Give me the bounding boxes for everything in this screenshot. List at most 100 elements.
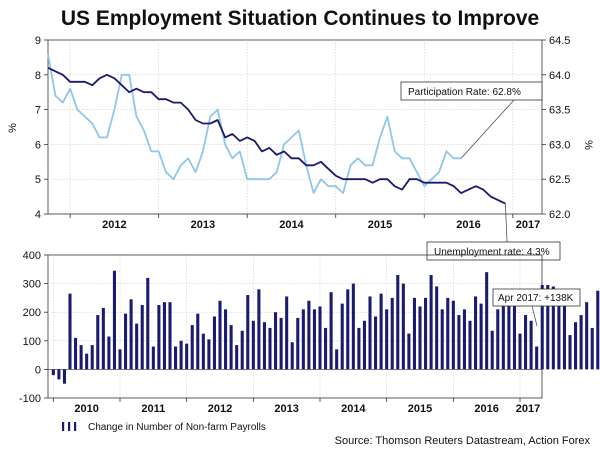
top-left-tick-label: 7 <box>35 105 41 117</box>
legend-swatch-bar <box>74 422 77 431</box>
payroll-bar <box>412 297 416 370</box>
payroll-bar <box>151 346 155 370</box>
payroll-bar <box>429 275 433 370</box>
payroll-bar <box>318 306 322 370</box>
payroll-bar <box>357 327 361 370</box>
legend-swatch <box>62 422 77 431</box>
unemployment-rate-line <box>47 66 506 205</box>
payroll-bar <box>568 335 572 370</box>
payroll-bar <box>218 300 222 370</box>
top-left-tick-label: 5 <box>35 174 41 186</box>
payroll-bar <box>124 313 128 370</box>
payroll-bar <box>307 300 311 370</box>
legend-swatch-bar <box>68 422 71 431</box>
payroll-bar <box>407 333 411 370</box>
top-left-tick-label: 4 <box>35 209 41 221</box>
payroll-bar <box>596 290 600 370</box>
payroll-bar <box>168 302 172 370</box>
payroll-bar <box>335 349 339 370</box>
unemployment-callout-label: Unemployment rate: 4.3% <box>434 247 550 258</box>
payroll-bar <box>368 296 372 370</box>
payroll-bar <box>418 306 422 370</box>
payroll-bar <box>201 333 205 370</box>
top-panel: 9 8 7 6 5 4 64.5 64.0 63.5 63.0 62.5 62.0 2012 2013… <box>7 35 594 261</box>
unemployment-callout-leader <box>505 203 508 243</box>
bottom-y-axis: 400 300 200 100 0 -100 <box>19 250 48 405</box>
payroll-bar <box>374 316 378 370</box>
payroll-bar <box>546 285 550 370</box>
bottom-x-tick-label: 2012 <box>208 403 232 415</box>
payroll-bar <box>140 305 144 370</box>
payroll-bar <box>440 309 444 370</box>
top-x-tick-label: 2012 <box>102 219 126 231</box>
payroll-bar <box>590 327 594 370</box>
top-x-tick-label: 2015 <box>368 219 392 231</box>
bottom-x-tick-label: 2017 <box>516 403 540 415</box>
bottom-x-tick-label: 2010 <box>74 403 98 415</box>
payroll-bar <box>340 303 344 370</box>
payroll-bar <box>351 283 355 370</box>
top-x-tick-label: 2016 <box>456 219 480 231</box>
payroll-bar <box>107 336 111 370</box>
payroll-bar <box>79 345 83 370</box>
payroll-bar <box>51 369 55 376</box>
bottom-y-tick-label: 400 <box>23 250 41 262</box>
top-left-axis: 9 8 7 6 5 4 <box>35 35 48 221</box>
payroll-bar <box>207 339 211 370</box>
bottom-x-tick-label: 2015 <box>408 403 432 415</box>
payroll-bar <box>285 296 289 370</box>
payroll-bar <box>401 283 405 370</box>
payroll-bar <box>112 270 116 370</box>
payroll-callout-leader <box>531 305 538 327</box>
payroll-bar <box>62 369 66 384</box>
payroll-bar <box>146 277 150 370</box>
top-left-tick-label: 6 <box>35 139 41 151</box>
payroll-bar <box>301 309 305 370</box>
payroll-bar <box>118 349 122 370</box>
payroll-bar <box>135 323 139 370</box>
payroll-bar <box>457 315 461 370</box>
payroll-bar <box>90 345 94 370</box>
payroll-bar <box>224 309 228 370</box>
payroll-bar <box>479 303 483 370</box>
payroll-bar <box>485 272 489 370</box>
top-x-axis: 2012 2013 2014 2015 2016 2017 <box>69 214 540 231</box>
payroll-bar <box>179 340 183 370</box>
top-panel-frame <box>47 39 543 215</box>
bottom-grid <box>48 255 542 398</box>
participation-rate-line <box>47 53 462 194</box>
payroll-bar <box>157 305 161 370</box>
payroll-bar <box>379 293 383 370</box>
bottom-x-tick-label: 2013 <box>274 403 298 415</box>
payroll-bar <box>324 327 328 370</box>
payroll-bar <box>290 342 294 370</box>
legend-swatch-bar <box>62 422 65 431</box>
payroll-bar <box>535 346 539 370</box>
payroll-bar <box>579 315 583 370</box>
payroll-bar <box>129 299 133 370</box>
payroll-bar <box>251 320 255 370</box>
payroll-bar <box>468 320 472 370</box>
payroll-bar <box>346 289 350 370</box>
payroll-bar <box>162 302 166 370</box>
payroll-bar <box>518 333 522 370</box>
bottom-y-tick-label: 0 <box>35 364 41 376</box>
payroll-bar <box>312 309 316 370</box>
payroll-bar <box>490 330 494 370</box>
payroll-bar <box>257 289 261 370</box>
top-x-tick-label: 2017 <box>516 219 540 231</box>
legend-label: Change in Number of Non-farm Payrolls <box>88 422 266 433</box>
payroll-bar <box>435 286 439 370</box>
payroll-bar <box>512 302 516 370</box>
legend: Change in Number of Non-farm Payrolls <box>62 422 266 433</box>
payroll-callout-box <box>492 288 581 307</box>
payroll-bar <box>274 312 278 370</box>
payroll-bar <box>424 297 428 370</box>
payroll-bar <box>501 300 505 370</box>
payroll-bar <box>562 297 566 370</box>
payroll-bar <box>101 307 105 370</box>
top-right-tick-label: 63.0 <box>549 139 570 151</box>
payroll-bar <box>196 313 200 370</box>
payroll-bar <box>474 296 478 370</box>
payroll-bar <box>240 330 244 370</box>
